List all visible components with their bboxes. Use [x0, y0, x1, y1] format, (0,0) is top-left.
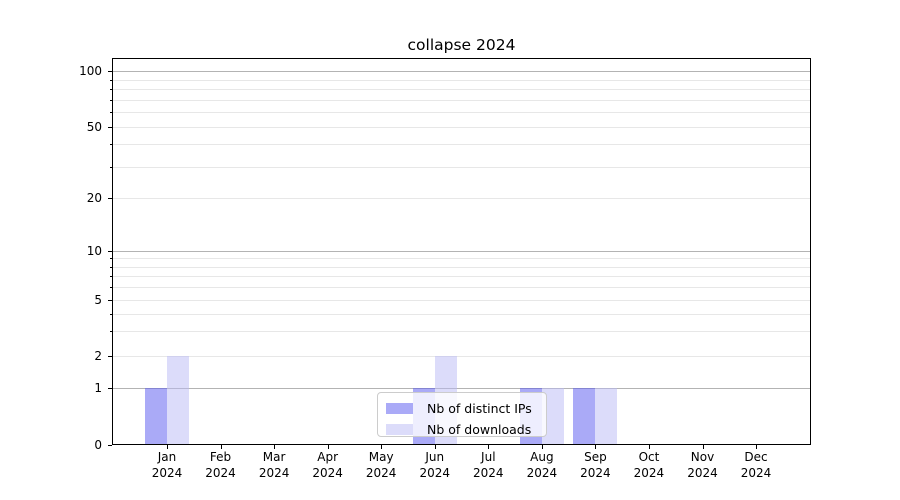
y-minor-tick-mark: [110, 266, 112, 268]
bar-downloads-jan: [167, 356, 189, 444]
gridline-major: [113, 251, 810, 252]
y-tick-label: 50: [86, 119, 102, 134]
gridline-minor: [113, 331, 810, 333]
gridline-minor: [113, 313, 810, 315]
y-minor-tick-mark: [110, 166, 112, 168]
y-minor-tick-mark: [110, 144, 112, 146]
x-tick-label: Jun 2024: [419, 450, 451, 480]
x-tick-label: Mar 2024: [258, 450, 290, 480]
x-tick-mark: [488, 445, 490, 449]
bar-distinct-ips-sep: [573, 388, 596, 444]
y-tick-mark: [108, 388, 112, 389]
legend-swatch-distinct-ips: [386, 403, 413, 414]
x-tick-label: Nov 2024: [687, 450, 718, 480]
x-tick-label: Aug 2024: [526, 450, 558, 480]
y-minor-tick-mark: [110, 79, 112, 81]
y-tick-label: 1: [94, 380, 102, 395]
gridline-minor: [113, 198, 810, 199]
gridline-minor: [113, 112, 810, 114]
y-minor-tick-mark: [110, 258, 112, 260]
y-tick-label: 0: [94, 437, 102, 452]
x-tick-label: Feb 2024: [205, 450, 236, 480]
gridline-minor: [113, 79, 810, 81]
y-tick-mark: [108, 127, 112, 128]
gridline-minor: [113, 300, 810, 301]
gridline-minor: [113, 276, 810, 278]
x-tick-mark: [648, 445, 650, 449]
y-tick-mark: [108, 300, 112, 301]
x-tick-label: May 2024: [365, 450, 397, 480]
gridline-minor: [113, 144, 810, 146]
x-tick-label: Apr 2024: [312, 450, 343, 480]
gridline-major: [113, 71, 810, 72]
x-tick-mark: [381, 445, 383, 449]
x-tick-label: Jan 2024: [151, 450, 183, 480]
gridline-major: [113, 388, 810, 389]
x-tick-label: Oct 2024: [633, 450, 665, 480]
y-tick-label: 20: [86, 190, 102, 205]
y-tick-label: 100: [79, 63, 102, 78]
x-tick-mark: [595, 445, 597, 449]
bar-downloads-sep: [595, 388, 618, 444]
y-tick-mark: [108, 356, 112, 357]
y-minor-tick-mark: [110, 89, 112, 91]
gridline-minor: [113, 266, 810, 268]
gridline-minor: [113, 99, 810, 101]
y-minor-tick-mark: [110, 313, 112, 315]
y-tick-mark: [108, 198, 112, 199]
y-tick-mark: [108, 71, 112, 72]
bar-downloads-aug: [541, 388, 564, 444]
x-tick-label: Dec 2024: [740, 450, 772, 480]
gridline-minor: [113, 287, 810, 289]
x-tick-mark: [541, 445, 543, 449]
bar-distinct-ips-jan: [145, 388, 167, 444]
y-tick-label: 5: [94, 292, 102, 307]
x-tick-mark: [756, 445, 758, 449]
gridline-minor: [113, 356, 810, 357]
x-tick-mark: [167, 445, 168, 449]
gridline-minor: [113, 89, 810, 91]
y-tick-label: 10: [86, 243, 102, 258]
legend-label-distinct-ips: Nb of distinct IPs: [427, 401, 532, 416]
x-tick-mark: [274, 445, 276, 449]
y-minor-tick-mark: [110, 287, 112, 289]
y-minor-tick-mark: [110, 99, 112, 101]
x-tick-mark: [327, 445, 329, 449]
legend-row-downloads: Nb of downloads: [386, 419, 538, 440]
chart-title: collapse 2024: [407, 36, 516, 54]
x-tick-mark: [220, 445, 222, 449]
x-tick-mark: [434, 445, 436, 449]
legend-label-downloads: Nb of downloads: [427, 422, 532, 437]
legend-row-distinct-ips: Nb of distinct IPs: [386, 398, 538, 419]
legend-swatch-downloads: [386, 424, 413, 435]
y-tick-mark: [108, 445, 112, 446]
gridline-minor: [113, 127, 810, 128]
gridline-minor: [113, 258, 810, 260]
y-minor-tick-mark: [110, 112, 112, 114]
x-tick-label: Jul 2024: [473, 450, 504, 480]
plot-area: Nb of distinct IPs Nb of downloads: [112, 58, 811, 445]
y-minor-tick-mark: [110, 276, 112, 278]
y-tick-label: 2: [94, 348, 102, 363]
chart-legend: Nb of distinct IPs Nb of downloads: [377, 392, 547, 437]
gridline-minor: [113, 166, 810, 168]
y-minor-tick-mark: [110, 331, 112, 333]
y-tick-mark: [108, 251, 112, 252]
x-tick-mark: [702, 445, 704, 449]
x-tick-label: Sep 2024: [580, 450, 611, 480]
